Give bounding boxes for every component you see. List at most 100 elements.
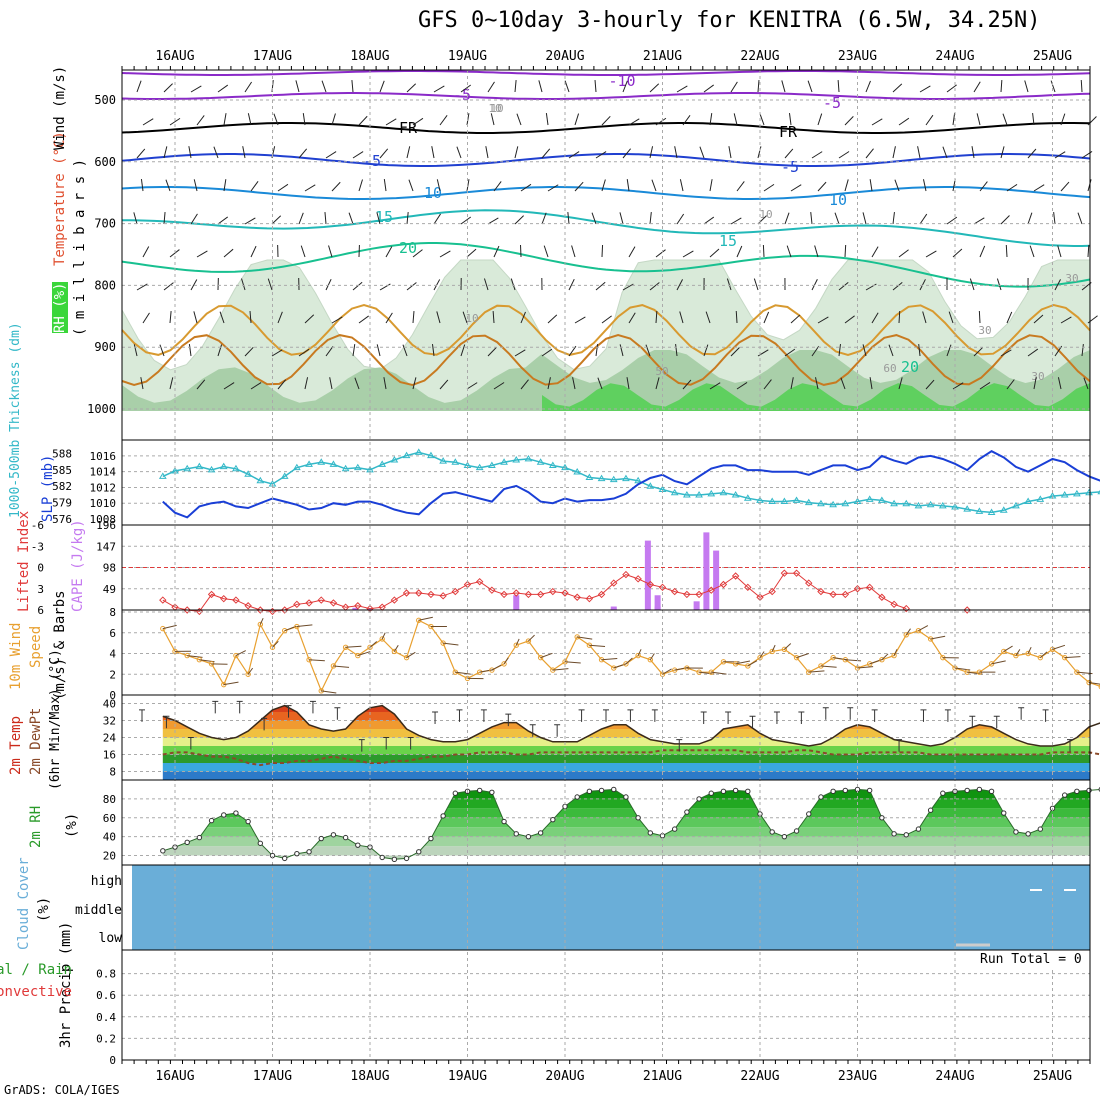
wind-barb [379, 148, 389, 159]
wind-barb [709, 113, 713, 126]
rh-point [208, 817, 215, 824]
li-point [415, 589, 423, 597]
thickness-tick-label: 588 [52, 447, 72, 460]
pressure-axis-label: ( m i l l i b a r s ) [72, 158, 88, 336]
wind-barb [493, 181, 502, 192]
li-point [829, 590, 837, 599]
li-point [549, 587, 557, 596]
wind-speed-point [269, 644, 276, 650]
li-point [646, 580, 655, 589]
cloud-level-label: middle [75, 903, 122, 918]
wind-barb-10m [796, 653, 809, 659]
wind-barb [1000, 215, 1010, 225]
rh-point [1074, 788, 1080, 795]
rh-band [162, 798, 1090, 809]
wind-barb [574, 113, 580, 126]
thickness-point [573, 468, 582, 475]
wind-barb [676, 85, 688, 93]
wind-barb [352, 344, 356, 357]
wind-barb [626, 179, 630, 192]
wind-speed-point [391, 648, 398, 655]
rh-point [245, 818, 251, 825]
wind-barb [460, 216, 472, 225]
wind-barb [1006, 379, 1015, 390]
wind-barb [952, 179, 956, 192]
thickness-point [914, 501, 923, 509]
wind-barb [1057, 377, 1062, 390]
rh-contour-label: 10 [488, 102, 501, 115]
thickness-point [183, 464, 192, 472]
wind-barb [543, 245, 549, 258]
wind-barb [682, 379, 692, 390]
wind-barb [383, 179, 387, 192]
wind-barb [277, 311, 283, 324]
wind-barb-10m [223, 681, 239, 686]
wind-barb-10m [503, 657, 509, 665]
wind-barb [946, 216, 958, 225]
wind-barb [759, 113, 765, 126]
cape-bar [367, 608, 373, 610]
wind-barb [277, 379, 287, 390]
wind-barb [649, 212, 652, 225]
wind-barb-10m [1003, 645, 1013, 652]
thickness-tick-label: 579 [52, 497, 72, 510]
li-line [162, 572, 907, 612]
wind-barb [898, 310, 901, 324]
thickness-point [427, 451, 435, 459]
wind-barb-10m [881, 653, 889, 661]
rh-legend-label: RH (%) [52, 282, 68, 333]
wind-barb [568, 151, 580, 159]
wind-barb-10m [259, 617, 264, 625]
thickness-point [305, 460, 313, 467]
wind-barb [321, 80, 327, 93]
wind-barb [788, 113, 792, 126]
wind-barb [439, 115, 448, 126]
wind-barb [190, 213, 198, 225]
thickness-point [670, 488, 679, 496]
temp-contour-10 [121, 186, 1091, 200]
wind-barb [946, 344, 952, 357]
wind-barb [784, 212, 790, 225]
wind-barb [1006, 184, 1018, 192]
li-point [329, 599, 338, 607]
wind-barb [594, 79, 597, 93]
wind-barb [622, 148, 632, 159]
wind-barb [892, 146, 896, 159]
wind-barb [1060, 316, 1072, 324]
wind-barb [682, 114, 691, 126]
wind-barb [325, 278, 332, 291]
wind-barb [490, 113, 495, 126]
rh-point [732, 787, 739, 794]
thickness-point [695, 490, 703, 498]
wind-barb [431, 344, 435, 357]
wind-barb [919, 279, 926, 291]
wind-barb [462, 311, 468, 324]
rh-shading-mid [122, 350, 1090, 411]
li-point [670, 587, 679, 596]
wind-barb [412, 310, 415, 324]
wind-speed-point [781, 646, 788, 653]
rh-tick-label: 40 [103, 831, 116, 844]
wind-barb-10m [443, 642, 459, 646]
rh-point [452, 790, 459, 796]
wind-barb-10m [1064, 656, 1081, 659]
thickness-point [292, 463, 301, 471]
wind-barb [892, 212, 895, 225]
bottom-date-label: 16AUG [155, 1069, 194, 1084]
thickness-point [938, 501, 947, 509]
rh-point [684, 809, 690, 815]
rh-point [586, 788, 593, 795]
wind-barb [433, 213, 441, 225]
thickness-point [512, 456, 521, 463]
rh-point [501, 818, 507, 825]
wind-barb [487, 217, 499, 225]
wind-barb [267, 278, 273, 291]
wind-barb [295, 80, 300, 93]
thickness-point [780, 497, 789, 505]
wind-speed-point [501, 661, 507, 667]
wind-barb [757, 79, 760, 93]
wind-barb [379, 80, 385, 93]
wind-barb [622, 283, 634, 291]
wind-barb [894, 179, 900, 192]
bottom-date-label: 22AUG [740, 1069, 779, 1084]
